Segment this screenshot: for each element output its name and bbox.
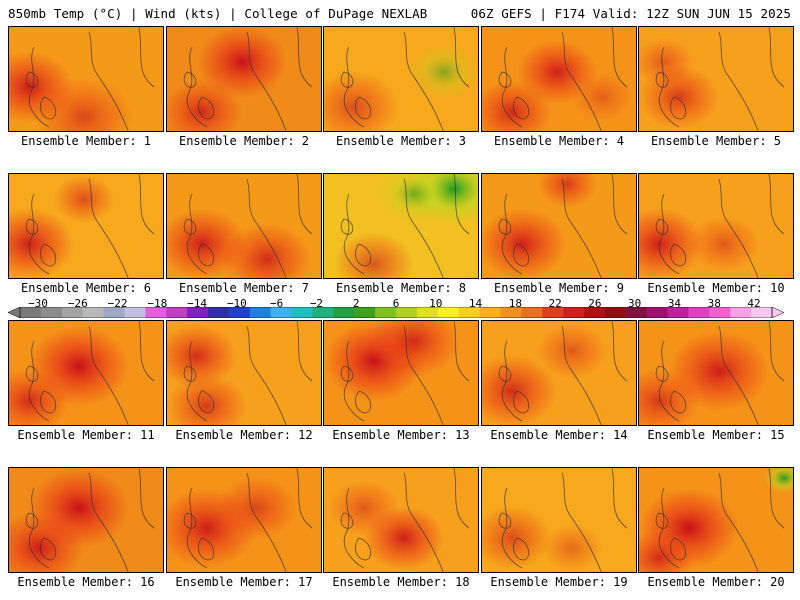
- member-map-1: [8, 26, 164, 132]
- colorbar-tick: 10: [429, 297, 443, 310]
- colorbar-tick: 42: [747, 297, 761, 310]
- member-map-9: [481, 173, 637, 279]
- colorbar-tick: 30: [628, 297, 642, 310]
- colorbar-tick: 18: [508, 297, 522, 310]
- member-map-7: [166, 173, 322, 279]
- member-label-12: Ensemble Member: 12: [175, 428, 313, 442]
- member-label-5: Ensemble Member: 5: [650, 134, 782, 148]
- colorbar-tick: −22: [107, 297, 128, 310]
- member-label-8: Ensemble Member: 8: [335, 281, 467, 295]
- member-label-3: Ensemble Member: 3: [335, 134, 467, 148]
- temperature-colorbar: [8, 307, 784, 318]
- colorbar-tick: −2: [309, 297, 324, 310]
- member-map-3: [323, 26, 479, 132]
- member-map-8: [323, 173, 479, 279]
- colorbar-tick: 34: [667, 297, 682, 310]
- colorbar-tick: −6: [270, 297, 284, 310]
- member-label-11: Ensemble Member: 11: [17, 428, 155, 442]
- member-map-19: [481, 467, 637, 573]
- colorbar-tick: −30: [28, 297, 48, 310]
- colorbar-tick: 6: [392, 297, 400, 310]
- colorbar-tick: −10: [226, 297, 247, 310]
- member-map-20: [638, 467, 794, 573]
- colorbar-tick: 26: [588, 297, 602, 310]
- member-label-19: Ensemble Member: 19: [490, 575, 628, 589]
- header-run-info: 06Z GEFS | F174 Valid: 12Z SUN JUN 15 20…: [470, 6, 791, 21]
- member-label-16: Ensemble Member: 16: [17, 575, 155, 589]
- member-label-7: Ensemble Member: 7: [178, 281, 310, 295]
- member-label-14: Ensemble Member: 14: [490, 428, 628, 442]
- header-title: 850mb Temp (°C) | Wind (kts) | College o…: [8, 6, 428, 21]
- member-label-20: Ensemble Member: 20: [647, 575, 785, 589]
- member-map-14: [481, 320, 637, 426]
- colorbar-tick: −26: [67, 297, 88, 310]
- colorbar-tick: 14: [468, 297, 483, 310]
- member-map-15: [638, 320, 794, 426]
- colorbar-tick: −18: [147, 297, 168, 310]
- member-map-10: [638, 173, 794, 279]
- member-map-5: [638, 26, 794, 132]
- colorbar-tick: 38: [707, 297, 721, 310]
- colorbar-tick: 22: [548, 297, 562, 310]
- colorbar-tick: −14: [187, 297, 208, 310]
- member-label-2: Ensemble Member: 2: [178, 134, 310, 148]
- member-map-17: [166, 467, 322, 573]
- member-label-10: Ensemble Member: 10: [647, 281, 785, 295]
- member-map-12: [166, 320, 322, 426]
- member-label-13: Ensemble Member: 13: [332, 428, 470, 442]
- member-label-18: Ensemble Member: 18: [332, 575, 470, 589]
- member-map-4: [481, 26, 637, 132]
- member-label-4: Ensemble Member: 4: [493, 134, 625, 148]
- member-map-16: [8, 467, 164, 573]
- member-label-15: Ensemble Member: 15: [647, 428, 785, 442]
- colorbar-tick: 2: [352, 297, 360, 310]
- member-label-1: Ensemble Member: 1: [20, 134, 152, 148]
- member-label-17: Ensemble Member: 17: [175, 575, 313, 589]
- member-map-11: [8, 320, 164, 426]
- member-map-18: [323, 467, 479, 573]
- member-label-9: Ensemble Member: 9: [493, 281, 625, 295]
- member-map-2: [166, 26, 322, 132]
- member-map-6: [8, 173, 164, 279]
- member-label-6: Ensemble Member: 6: [20, 281, 152, 295]
- member-map-13: [323, 320, 479, 426]
